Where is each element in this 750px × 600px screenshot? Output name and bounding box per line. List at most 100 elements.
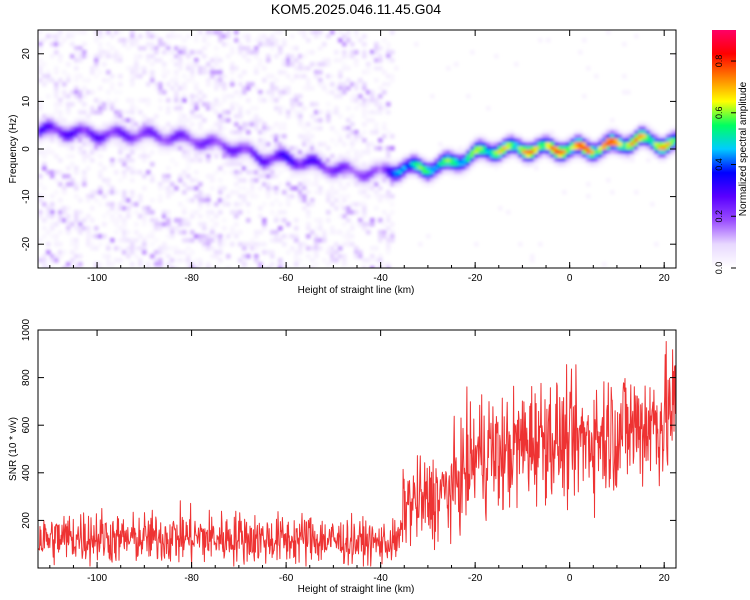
spectrogram-cell <box>130 202 135 207</box>
spectrogram-cell <box>106 102 111 107</box>
spectrogram-cell <box>290 162 295 167</box>
spectrogram-cell <box>170 126 175 131</box>
spectrogram-cell <box>378 106 383 111</box>
spectrogram-cell <box>262 146 267 151</box>
spectrogram-cell <box>550 134 555 139</box>
spectrogram-cell <box>318 142 323 147</box>
spectrogram-cell <box>66 102 71 107</box>
spectrogram-cell <box>430 178 435 183</box>
spectrogram-cell <box>226 110 231 115</box>
spectrogram-cell <box>502 146 507 151</box>
spectrogram-cell <box>418 158 423 163</box>
spectrogram-cell <box>238 142 243 147</box>
spectrogram-cell <box>502 138 507 143</box>
spectrogram-cell <box>90 150 95 155</box>
spectrogram-cell <box>230 66 235 71</box>
spectrogram-cell <box>430 182 435 187</box>
spectrogram-cell <box>346 86 351 91</box>
spectrogram-cell <box>70 182 75 187</box>
spectrogram-cell <box>174 98 179 103</box>
spectrogram-cell <box>514 62 519 67</box>
spectrogram-cell <box>286 114 291 119</box>
spectrogram-cell <box>182 150 187 155</box>
spectrogram-cell <box>314 74 319 79</box>
spectrogram-cell <box>358 150 363 155</box>
spectrogram-cell <box>626 150 631 155</box>
spectrogram-cell <box>166 46 171 51</box>
spectrogram-cell <box>38 174 43 179</box>
spectrogram-cell <box>102 122 107 127</box>
spectrogram-cell <box>194 138 199 143</box>
spectrogram-cell <box>190 142 195 147</box>
spectrogram-cell <box>382 70 387 75</box>
spectrogram-cell <box>522 150 527 155</box>
spectrogram-cell <box>674 130 676 135</box>
spectrogram-cell <box>78 198 83 203</box>
spectrogram-cell <box>218 210 223 215</box>
spectrogram-cell <box>582 142 587 147</box>
spectrogram-cell <box>286 202 291 207</box>
spectrogram-cell <box>54 242 59 247</box>
spectrogram-cell <box>110 46 115 51</box>
spectrogram-cell <box>210 58 215 63</box>
spectrogram-cell <box>654 142 659 147</box>
spectrogram-cell <box>250 170 255 175</box>
spectrogram-cell <box>234 122 239 127</box>
spectrogram-cell <box>466 162 471 167</box>
spectrogram-cell <box>426 174 431 179</box>
spectrogram-cell <box>258 154 263 159</box>
spectrogram-cell <box>278 262 283 267</box>
spectrogram-cell <box>166 246 171 251</box>
spectrogram-cell <box>390 74 395 79</box>
spectrogram-cell <box>58 254 63 259</box>
spectrogram-cell <box>194 158 199 163</box>
spectrogram-cell <box>210 226 215 231</box>
spectrogram-cell <box>78 218 83 223</box>
spectrogram-cell <box>354 182 359 187</box>
spectrogram-cell <box>74 266 79 268</box>
spectrogram-cell <box>382 126 387 131</box>
spectrogram-cell <box>42 82 47 87</box>
spectrogram-cell <box>206 238 211 243</box>
spectrogram-x-label: Height of straight line (km) <box>298 285 415 296</box>
spectrogram-cell <box>566 162 571 167</box>
spectrogram-cell <box>674 126 676 131</box>
spectrogram-cell <box>46 34 51 39</box>
spectrogram-cell <box>274 122 279 127</box>
spectrogram-cell <box>354 50 359 55</box>
spectrogram-cell <box>378 218 383 223</box>
spectrogram-cell <box>186 78 191 83</box>
spectrogram-cell <box>42 62 47 67</box>
spectrogram-cell <box>234 154 239 159</box>
spectrogram-cell <box>254 46 259 51</box>
spectrogram-cell <box>262 34 267 39</box>
spectrogram-cell <box>210 150 215 155</box>
spectrogram-cell <box>674 138 676 143</box>
spectrogram-cell <box>206 30 211 35</box>
spectrogram-cell <box>142 246 147 251</box>
spectrogram-cell <box>298 114 303 119</box>
spectrogram-cell <box>654 242 659 247</box>
spectrogram-cell <box>222 238 227 243</box>
spectrogram-cell <box>606 126 611 131</box>
spectrogram-cell <box>138 246 143 251</box>
spectrogram-cell <box>642 134 647 139</box>
x-tick-label: -40 <box>373 573 388 584</box>
spectrogram-cell <box>298 190 303 195</box>
spectrogram-cell <box>174 54 179 59</box>
spectrogram-cell <box>270 74 275 79</box>
spectrogram-cell <box>658 142 663 147</box>
spectrogram-cell <box>630 146 635 151</box>
spectrogram-cell <box>342 142 347 147</box>
spectrogram-cell <box>210 146 215 151</box>
spectrogram-cell <box>518 150 523 155</box>
spectrogram-cell <box>438 174 443 179</box>
spectrogram-cell <box>362 222 367 227</box>
spectrogram-cell <box>106 142 111 147</box>
spectrogram-cell <box>238 230 243 235</box>
spectrogram-cell <box>270 254 275 259</box>
spectrogram-cell <box>278 226 283 231</box>
spectrogram-cell <box>86 118 91 123</box>
spectrogram-cell <box>158 194 163 199</box>
